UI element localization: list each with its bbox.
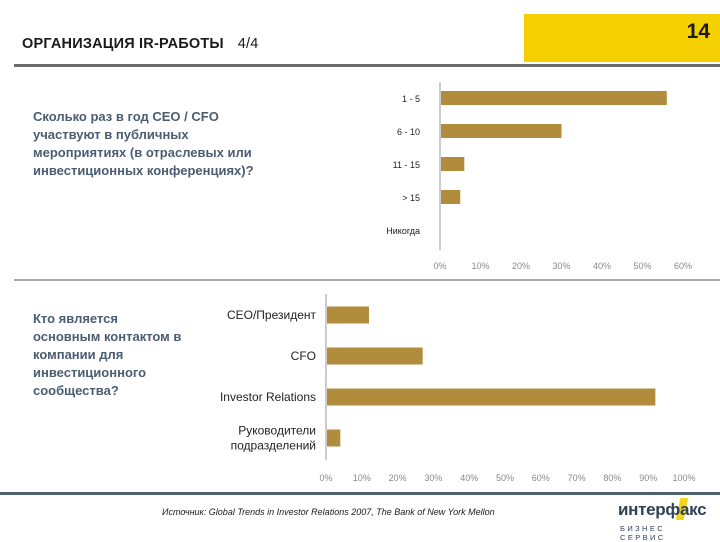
logo-subtitle: БИЗНЕС СЕРВИС bbox=[620, 524, 666, 542]
interfax-logo: интерфакс БИЗНЕС СЕРВИС bbox=[618, 498, 714, 542]
footer-rule bbox=[0, 492, 720, 495]
bar bbox=[327, 429, 341, 447]
question-1: Сколько раз в год CEO / CFO участвуют в … bbox=[33, 109, 254, 178]
x-tick-label: 60% bbox=[674, 261, 692, 271]
bar bbox=[441, 190, 461, 204]
x-tick-label: 30% bbox=[552, 261, 570, 271]
bar bbox=[441, 157, 465, 171]
x-tick-label: 50% bbox=[633, 261, 651, 271]
category-label: 1 - 5 bbox=[402, 94, 420, 104]
category-label: 6 - 10 bbox=[397, 127, 420, 137]
x-tick-label: 20% bbox=[389, 473, 407, 483]
category-label: Investor Relations bbox=[220, 390, 316, 404]
slide-title-text: ОРГАНИЗАЦИЯ IR-РАБОТЫ bbox=[22, 36, 224, 52]
category-label: CFO bbox=[291, 349, 316, 363]
category-label: Руководители bbox=[238, 424, 316, 438]
x-tick-label: 20% bbox=[512, 261, 530, 271]
page-number: 14 bbox=[686, 20, 710, 43]
x-tick-label: 40% bbox=[593, 261, 611, 271]
category-label: Никогда bbox=[386, 226, 420, 236]
x-tick-label: 80% bbox=[603, 473, 621, 483]
bar bbox=[327, 347, 423, 365]
page-number-tab bbox=[524, 14, 720, 62]
x-tick-label: 10% bbox=[471, 261, 489, 271]
x-tick-label: 100% bbox=[672, 473, 695, 483]
x-tick-label: 60% bbox=[532, 473, 550, 483]
bar bbox=[327, 306, 369, 324]
x-tick-label: 70% bbox=[568, 473, 586, 483]
category-label: CEO/Президент bbox=[227, 308, 317, 322]
bar bbox=[327, 388, 656, 406]
x-tick-label: 0% bbox=[319, 473, 332, 483]
question-2: Кто является основным контактом в компан… bbox=[33, 311, 182, 398]
category-label: подразделений bbox=[231, 439, 316, 453]
source-note: Источник: Global Trends in Investor Rela… bbox=[162, 507, 495, 517]
x-tick-label: 90% bbox=[639, 473, 657, 483]
x-tick-label: 30% bbox=[424, 473, 442, 483]
x-tick-label: 50% bbox=[496, 473, 514, 483]
section-divider bbox=[14, 279, 720, 281]
logo-wordmark: интерфакс bbox=[618, 500, 707, 519]
slide-part: 4/4 bbox=[237, 36, 259, 52]
category-label: > 15 bbox=[402, 193, 420, 203]
x-tick-label: 10% bbox=[353, 473, 371, 483]
bar bbox=[441, 91, 667, 105]
slide-title: ОРГАНИЗАЦИЯ IR-РАБОТЫ 4/4 bbox=[22, 36, 259, 52]
category-label: 11 - 15 bbox=[393, 160, 420, 170]
x-tick-label: 0% bbox=[433, 261, 446, 271]
header-rule bbox=[14, 64, 720, 67]
x-tick-label: 40% bbox=[460, 473, 478, 483]
bar bbox=[441, 124, 562, 138]
